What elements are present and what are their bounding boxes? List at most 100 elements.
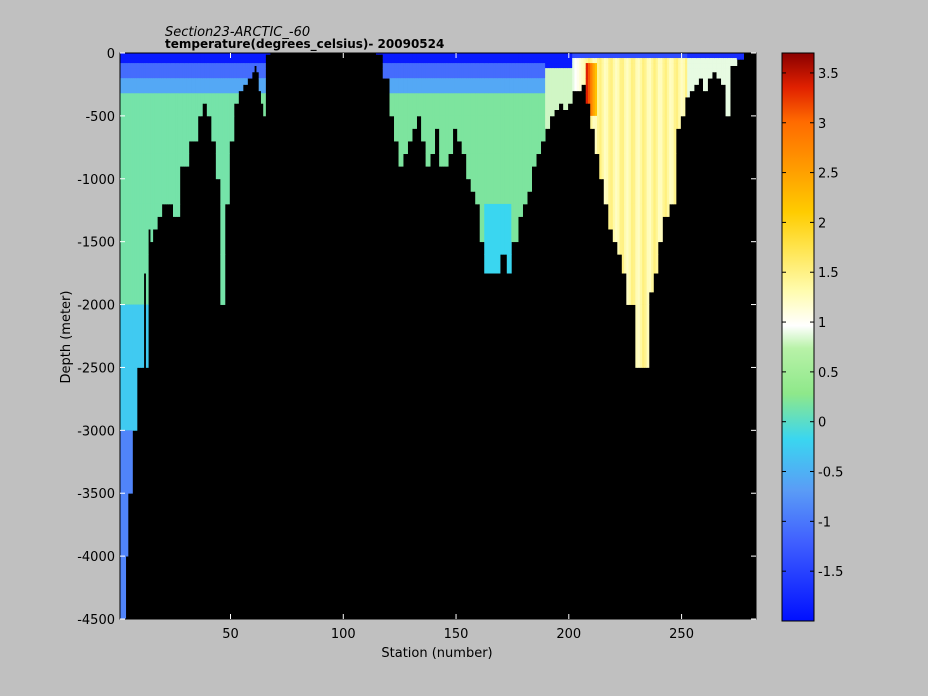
data-cell (125, 58, 129, 64)
data-cell (215, 78, 219, 94)
data-cell (594, 115, 598, 155)
data-cell (154, 153, 158, 205)
data-cell (209, 53, 212, 59)
data-cell (398, 68, 402, 79)
data-cell (470, 93, 474, 117)
data-cell (700, 53, 704, 59)
data-cell (545, 115, 548, 129)
data-cell (657, 58, 661, 64)
y-tick-label: -500 (85, 110, 115, 125)
data-cell (565, 68, 569, 79)
data-cell (163, 93, 167, 117)
data-cell (123, 68, 127, 79)
data-cell (648, 53, 652, 59)
data-cell (734, 53, 738, 59)
data-cell (642, 53, 645, 59)
data-cell (675, 68, 679, 79)
data-cell (493, 58, 496, 64)
data-cell (378, 53, 381, 55)
data-cell (120, 78, 122, 94)
data-cell (522, 78, 526, 94)
data-cell (173, 153, 176, 205)
data-cell (443, 53, 447, 59)
data-cell (689, 53, 693, 59)
data-cell (400, 68, 404, 79)
data-cell (125, 153, 129, 205)
data-cell (136, 93, 140, 117)
data-cell (204, 93, 208, 104)
data-cell (267, 53, 271, 55)
data-cell (218, 93, 221, 117)
data-cell (202, 58, 205, 64)
data-cell (161, 78, 165, 94)
data-cell (222, 68, 226, 79)
data-cell (479, 68, 483, 79)
data-cell (215, 53, 219, 59)
data-cell (567, 78, 571, 94)
data-cell (254, 53, 257, 59)
data-cell (407, 93, 411, 117)
data-cell (407, 63, 411, 69)
data-cell (648, 58, 652, 64)
data-cell (655, 53, 659, 59)
data-cell (533, 115, 537, 155)
data-cell (468, 63, 472, 69)
data-cell (251, 68, 255, 73)
data-cell (578, 78, 582, 92)
data-cell (689, 63, 693, 69)
data-cell (723, 68, 726, 79)
data-cell (500, 93, 503, 117)
data-cell (714, 68, 717, 73)
data-cell (678, 78, 681, 94)
data-cell (615, 153, 618, 205)
data-cell (560, 93, 564, 104)
data-cell (242, 68, 246, 79)
data-cell (132, 153, 136, 205)
data-cell (472, 58, 476, 64)
data-cell (204, 78, 208, 94)
data-cell (651, 68, 654, 79)
data-cell (662, 58, 666, 64)
data-cell (472, 93, 476, 117)
data-cell (145, 68, 149, 79)
data-cell (236, 93, 239, 104)
data-cell (497, 254, 501, 274)
data-cell (671, 115, 675, 155)
data-cell (637, 115, 641, 155)
data-cell (432, 68, 436, 79)
data-cell (134, 153, 138, 205)
data-cell (479, 53, 483, 59)
data-cell (206, 78, 210, 94)
data-cell (590, 115, 593, 129)
data-cell (148, 68, 151, 79)
data-cell (540, 53, 544, 59)
data-cell (606, 153, 609, 205)
data-cell (263, 63, 266, 69)
data-cell (222, 203, 226, 255)
data-cell (439, 153, 442, 167)
data-cell (560, 63, 564, 69)
data-cell (448, 68, 451, 79)
data-cell (612, 93, 616, 117)
data-cell (513, 58, 517, 64)
data-cell (648, 115, 652, 155)
data-cell (412, 53, 415, 59)
data-cell (635, 304, 638, 368)
data-cell (504, 68, 508, 79)
data-cell (524, 63, 528, 69)
data-cell (511, 115, 514, 155)
data-cell (644, 115, 648, 155)
data-cell (139, 68, 142, 79)
data-cell (188, 115, 192, 142)
data-cell (387, 68, 390, 79)
data-cell (436, 58, 440, 64)
data-cell (220, 203, 224, 255)
data-cell (400, 63, 404, 69)
data-cell (166, 153, 169, 205)
data-cell (125, 304, 129, 368)
data-cell (547, 53, 551, 59)
data-cell (468, 78, 472, 94)
data-cell (657, 203, 661, 243)
data-cell (161, 58, 165, 64)
data-cell (215, 153, 219, 180)
